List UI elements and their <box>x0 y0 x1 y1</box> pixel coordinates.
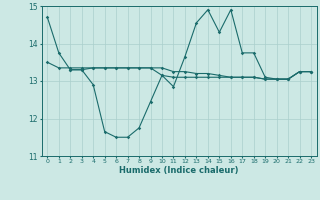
X-axis label: Humidex (Indice chaleur): Humidex (Indice chaleur) <box>119 166 239 175</box>
